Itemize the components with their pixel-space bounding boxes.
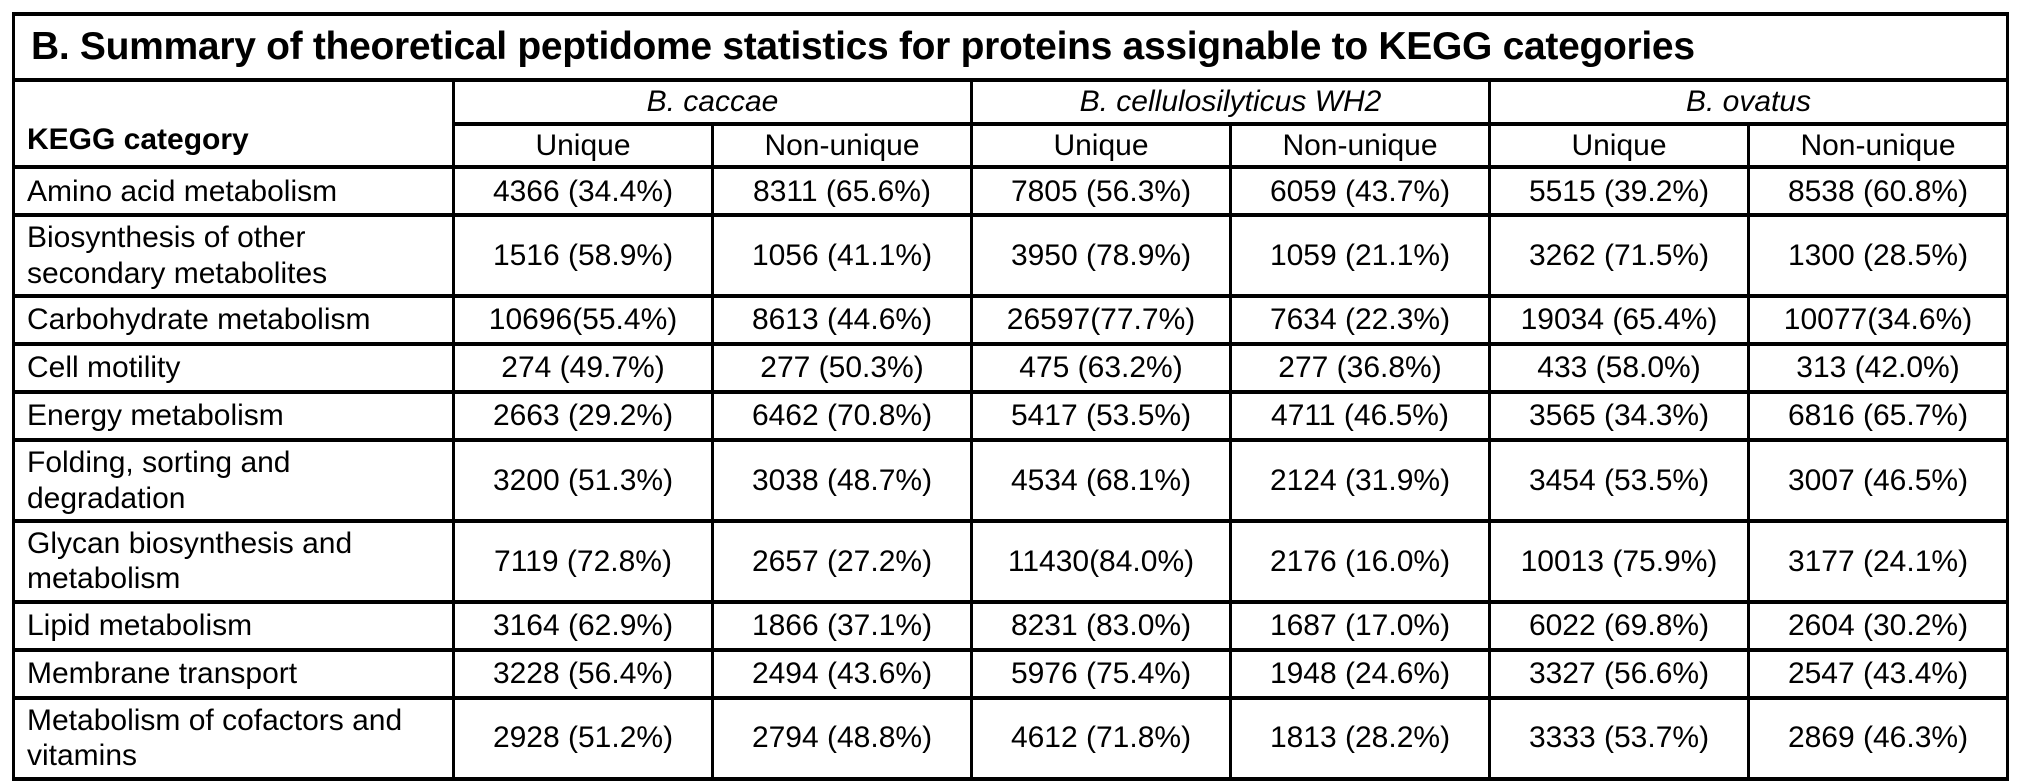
value-cell: 10013 (75.9%) <box>1488 518 1750 604</box>
value-cell: 2928 (51.2%) <box>452 695 714 781</box>
value-cell: 2176 (16.0%) <box>1229 518 1491 604</box>
table-row: Glycan biosynthesis and metabolism 7119 … <box>12 518 2010 604</box>
category-cell: Biosynthesis of other secondary metaboli… <box>12 213 455 299</box>
value-cell: 3333 (53.7%) <box>1488 695 1750 781</box>
value-cell: 3164 (62.9%) <box>452 599 714 652</box>
value-cell: 3565 (34.3%) <box>1488 390 1750 443</box>
value-cell: 1866 (37.1%) <box>711 599 973 652</box>
value-cell: 3950 (78.9%) <box>970 213 1232 299</box>
column-header-unique: Unique <box>1488 121 1750 170</box>
column-header-unique: Unique <box>970 121 1232 170</box>
value-cell: 10077(34.6%) <box>1746 294 2010 347</box>
table-row: Amino acid metabolism 4366 (34.4%) 8311 … <box>12 165 2010 218</box>
value-cell: 5515 (39.2%) <box>1488 165 1750 218</box>
table-row: Membrane transport 3228 (56.4%) 2494 (43… <box>12 647 2010 700</box>
value-cell: 5417 (53.5%) <box>970 390 1232 443</box>
category-cell: Folding, sorting and degradation <box>12 438 455 523</box>
value-cell: 26597(77.7%) <box>970 294 1232 347</box>
category-cell: Carbohydrate metabolism <box>12 294 455 347</box>
value-cell: 2494 (43.6%) <box>711 647 973 700</box>
value-cell: 5976 (75.4%) <box>970 647 1232 700</box>
value-cell: 475 (63.2%) <box>970 342 1232 395</box>
value-cell: 4612 (71.8%) <box>970 695 1232 781</box>
category-cell: Cell motility <box>12 342 455 395</box>
value-cell: 3228 (56.4%) <box>452 647 714 700</box>
value-cell: 1056 (41.1%) <box>711 213 973 299</box>
value-cell: 313 (42.0%) <box>1746 342 2010 395</box>
column-header-non-unique: Non-unique <box>1229 121 1491 170</box>
table-row: Energy metabolism 2663 (29.2%) 6462 (70.… <box>12 390 2010 443</box>
value-cell: 1813 (28.2%) <box>1229 695 1491 781</box>
value-cell: 2547 (43.4%) <box>1746 647 2010 700</box>
value-cell: 4534 (68.1%) <box>970 438 1232 523</box>
value-cell: 10696(55.4%) <box>452 294 714 347</box>
value-cell: 2663 (29.2%) <box>452 390 714 443</box>
value-cell: 7805 (56.3%) <box>970 165 1232 218</box>
table-row: Cell motility 274 (49.7%) 277 (50.3%) 47… <box>12 342 2010 395</box>
group-header-b-caccae: B. caccae <box>452 78 973 127</box>
table-row: Carbohydrate metabolism 10696(55.4%) 861… <box>12 294 2010 347</box>
title-row: B. Summary of theoretical peptidome stat… <box>11 11 2010 83</box>
category-cell: Membrane transport <box>12 647 455 700</box>
value-cell: 3200 (51.3%) <box>452 438 714 523</box>
value-cell: 6462 (70.8%) <box>711 390 973 443</box>
value-cell: 1687 (17.0%) <box>1229 599 1491 652</box>
value-cell: 1300 (28.5%) <box>1746 213 2010 299</box>
value-cell: 4366 (34.4%) <box>452 165 714 218</box>
value-cell: 3262 (71.5%) <box>1488 213 1750 299</box>
value-cell: 3007 (46.5%) <box>1746 438 2010 523</box>
value-cell: 8231 (83.0%) <box>970 599 1232 652</box>
group-header-row: KEGG category B. caccae B. cellulosilyti… <box>12 78 2010 170</box>
value-cell: 6022 (69.8%) <box>1488 599 1750 652</box>
figure-title: B. Summary of theoretical peptidome stat… <box>11 11 2010 83</box>
table-row: Folding, sorting and degradation 3200 (5… <box>12 438 2010 523</box>
value-cell: 2869 (46.3%) <box>1746 695 2010 781</box>
value-cell: 3454 (53.5%) <box>1488 438 1750 523</box>
value-cell: 277 (50.3%) <box>711 342 973 395</box>
value-cell: 8538 (60.8%) <box>1746 165 2010 218</box>
kegg-statistics-table: B. Summary of theoretical peptidome stat… <box>11 11 2010 781</box>
group-header-b-cellulosilyticus-wh2: B. cellulosilyticus WH2 <box>970 78 1491 127</box>
column-header-non-unique: Non-unique <box>711 121 973 170</box>
value-cell: 1948 (24.6%) <box>1229 647 1491 700</box>
value-cell: 7119 (72.8%) <box>452 518 714 604</box>
value-cell: 6059 (43.7%) <box>1229 165 1491 218</box>
category-cell: Glycan biosynthesis and metabolism <box>12 518 455 604</box>
value-cell: 19034 (65.4%) <box>1488 294 1750 347</box>
value-cell: 1059 (21.1%) <box>1229 213 1491 299</box>
category-cell: Metabolism of cofactors and vitamins <box>12 695 455 781</box>
table-row: Lipid metabolism 3164 (62.9%) 1866 (37.1… <box>12 599 2010 652</box>
group-header-b-ovatus: B. ovatus <box>1487 78 2010 127</box>
value-cell: 274 (49.7%) <box>452 342 714 395</box>
value-cell: 8311 (65.6%) <box>711 165 973 218</box>
sub-header-row: Unique Non-unique Unique Non-unique Uniq… <box>14 121 2010 170</box>
value-cell: 1516 (58.9%) <box>452 213 714 299</box>
row-header-kegg-category: KEGG category <box>12 78 455 170</box>
column-header-unique: Unique <box>452 121 714 170</box>
value-cell: 4711 (46.5%) <box>1229 390 1491 443</box>
value-cell: 2124 (31.9%) <box>1229 438 1491 523</box>
value-cell: 2657 (27.2%) <box>711 518 973 604</box>
category-cell: Energy metabolism <box>12 390 455 443</box>
value-cell: 3327 (56.6%) <box>1488 647 1750 700</box>
category-cell: Lipid metabolism <box>12 599 455 652</box>
value-cell: 8613 (44.6%) <box>711 294 973 347</box>
value-cell: 3038 (48.7%) <box>711 438 973 523</box>
table-row: Biosynthesis of other secondary metaboli… <box>12 213 2010 299</box>
category-cell: Amino acid metabolism <box>12 165 455 218</box>
value-cell: 3177 (24.1%) <box>1746 518 2010 604</box>
value-cell: 277 (36.8%) <box>1229 342 1491 395</box>
column-header-non-unique: Non-unique <box>1746 121 2010 170</box>
table-row: Metabolism of cofactors and vitamins 292… <box>12 695 2010 781</box>
value-cell: 11430(84.0%) <box>970 518 1232 604</box>
value-cell: 433 (58.0%) <box>1488 342 1750 395</box>
value-cell: 2794 (48.8%) <box>711 695 973 781</box>
value-cell: 2604 (30.2%) <box>1746 599 2010 652</box>
value-cell: 7634 (22.3%) <box>1229 294 1491 347</box>
value-cell: 6816 (65.7%) <box>1746 390 2010 443</box>
